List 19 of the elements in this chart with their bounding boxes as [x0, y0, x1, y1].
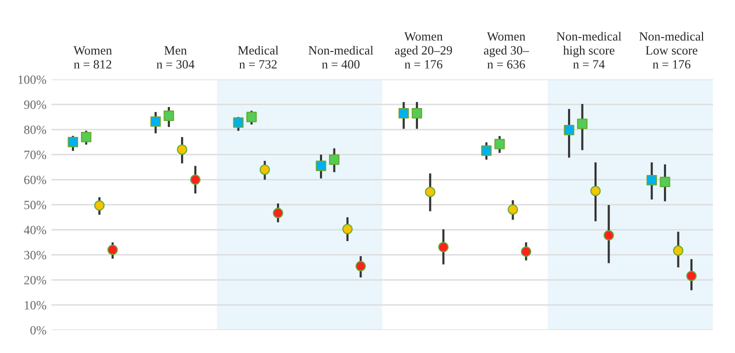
x-tick-label: Women aged 20–29 n = 176 [394, 32, 452, 69]
y-tick-label: 80% [24, 126, 46, 134]
x-tick-label: Non-medical Low score n = 176 [639, 32, 704, 69]
x-tick-label: Medical n = 732 [238, 46, 278, 69]
x-tick-label: Non-medical n = 400 [308, 46, 374, 69]
y-tick-label: 10% [24, 301, 46, 310]
y-tick-label: 30% [24, 250, 46, 260]
x-tick-label: Women aged 30– n = 636 [484, 32, 530, 69]
y-tick-label: 20% [24, 276, 46, 284]
x-tick-label: Women n = 812 [74, 46, 112, 69]
y-tick-label: 90% [24, 100, 46, 109]
y-tick-label: 100% [18, 75, 46, 84]
x-tick-label: Non-medical high score n = 74 [556, 32, 622, 68]
y-tick-label: 60% [24, 176, 46, 184]
y-tick-label: 40% [24, 226, 46, 234]
y-tick-label: 0% [30, 326, 46, 335]
y-tick-label: 50% [24, 200, 46, 210]
y-tick-label: 70% [24, 150, 46, 160]
x-tick-label: Men n = 304 [156, 46, 194, 69]
